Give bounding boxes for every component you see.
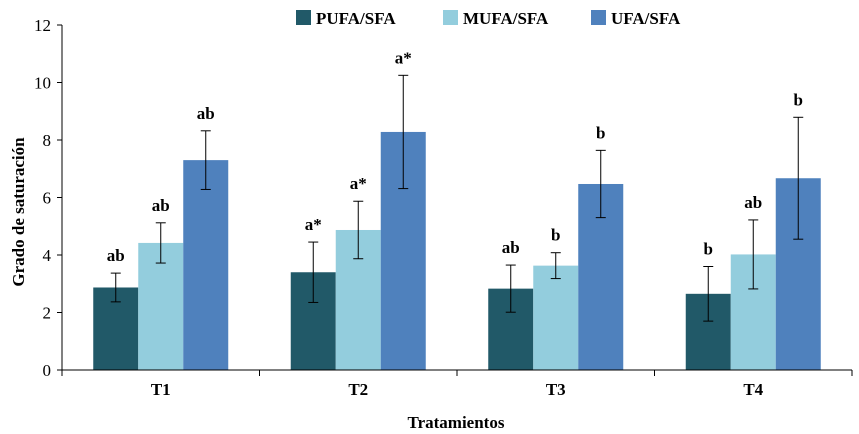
y-tick-label: 2 bbox=[43, 304, 52, 323]
x-tick-label: T4 bbox=[743, 380, 763, 399]
y-tick-label: 10 bbox=[34, 74, 51, 93]
legend-label: PUFA/SFA bbox=[316, 9, 396, 28]
data-label: ab bbox=[107, 246, 125, 265]
x-tick-label: T3 bbox=[546, 380, 566, 399]
data-label: b bbox=[596, 123, 605, 142]
data-label: ab bbox=[502, 238, 520, 257]
bar bbox=[183, 160, 229, 370]
y-tick-label: 8 bbox=[43, 131, 52, 150]
data-label: a* bbox=[395, 48, 412, 67]
data-label: a* bbox=[350, 174, 367, 193]
legend-swatch bbox=[591, 10, 606, 25]
legend-label: MUFA/SFA bbox=[463, 9, 549, 28]
y-tick-label: 0 bbox=[43, 361, 52, 380]
bars: ab a* ab b ab a* b ab ab a* b b bbox=[93, 48, 821, 370]
data-label: ab bbox=[152, 196, 170, 215]
x-tick-label: T1 bbox=[151, 380, 171, 399]
y-axis-ticks: 0 2 4 6 8 10 12 bbox=[34, 16, 62, 380]
data-label: b bbox=[794, 90, 803, 109]
bar bbox=[138, 242, 184, 370]
y-tick-label: 6 bbox=[43, 189, 52, 208]
legend-swatch bbox=[296, 10, 311, 25]
data-label: b bbox=[704, 240, 713, 259]
data-label: ab bbox=[197, 104, 215, 123]
x-axis-ticks: T1 T2 T3 T4 bbox=[61, 370, 853, 399]
data-label: b bbox=[551, 226, 560, 245]
legend: PUFA/SFA MUFA/SFA UFA/SFA bbox=[296, 9, 681, 28]
y-tick-label: 12 bbox=[34, 16, 51, 35]
y-axis-title: Grado de saturación bbox=[9, 137, 28, 287]
data-label: a* bbox=[305, 215, 322, 234]
x-axis-title: Tratamientos bbox=[408, 413, 505, 432]
x-tick-label: T2 bbox=[348, 380, 368, 399]
y-tick-label: 4 bbox=[43, 246, 52, 265]
data-label: ab bbox=[744, 193, 762, 212]
bar bbox=[533, 265, 579, 370]
legend-label: UFA/SFA bbox=[611, 9, 681, 28]
legend-swatch bbox=[443, 10, 458, 25]
